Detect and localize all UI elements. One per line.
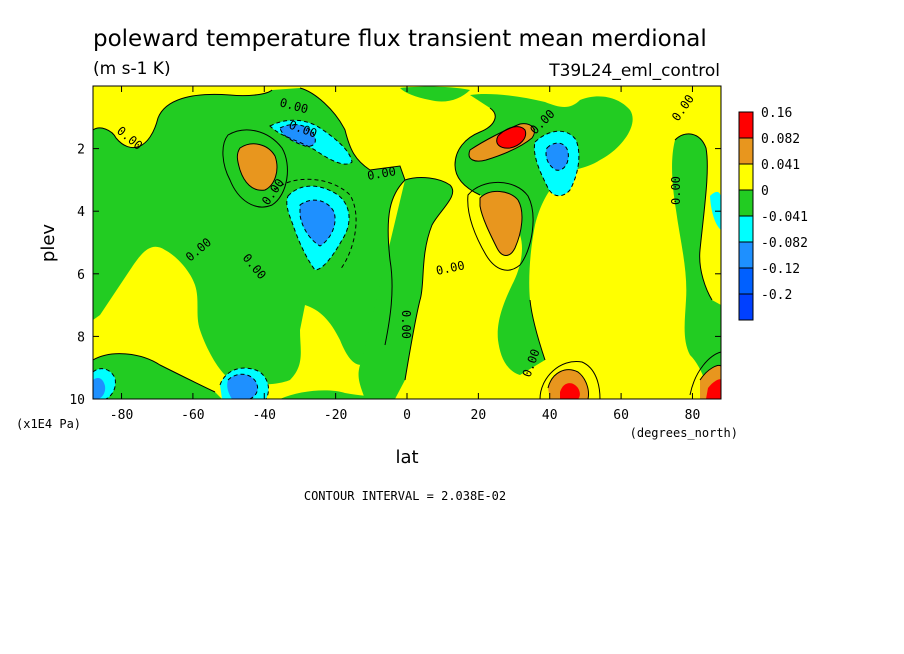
y-tick-label: 4 (77, 205, 85, 220)
contour-label: 0.00 (669, 176, 683, 205)
colorbar-level-label: 0.16 (761, 106, 792, 121)
fill-orange-west (237, 143, 277, 191)
y-tick-label: 6 (77, 268, 85, 283)
colorbar-swatch (738, 163, 754, 191)
y-tick-label: 10 (69, 393, 85, 408)
contour-label: 0.00 (435, 258, 466, 278)
colorbar-swatch (738, 111, 754, 139)
fill-blue-east (546, 143, 569, 171)
colorbar-level-label: -0.12 (761, 262, 800, 277)
fill-blue-nw (280, 124, 316, 147)
colorbar-swatch (738, 241, 754, 269)
contour-label: 0.00 (366, 164, 397, 183)
x-tick-label: 40 (542, 408, 558, 423)
colorbar-legend: 0.16 0.082 0.041 0 -0.041 -0.082 -0.12 -0.2 (738, 106, 808, 321)
fill-green-east (455, 93, 633, 376)
colorbar-level-label: 0.041 (761, 158, 800, 173)
contour-interval: CONTOUR INTERVAL = 2.038E-02 (304, 489, 506, 503)
fill-green-west (93, 88, 405, 385)
colorbar-swatch (738, 293, 754, 321)
fill-orange-east-mid (480, 191, 522, 256)
x-axis-label: lat (395, 447, 418, 468)
contour-fill-layer (93, 86, 721, 399)
chart-title: poleward temperature flux transient mean… (93, 26, 707, 52)
y-axis-label: plev (38, 224, 59, 263)
fill-green-sw (93, 353, 222, 399)
contour-label: 0.00 (399, 310, 413, 339)
fill-red-east-high (496, 126, 526, 149)
fill-red-bottom-edge (706, 379, 721, 399)
fill-green-bottom (280, 390, 385, 399)
x-tick-label: -80 (110, 408, 133, 423)
colorbar-level-label: -0.082 (761, 236, 808, 251)
colorbar-level-label: 0.082 (761, 132, 800, 147)
colorbar-swatch (738, 267, 754, 295)
experiment-label: T39L24_eml_control (548, 61, 720, 81)
x-tick-label: -40 (253, 408, 276, 423)
contour-lines (93, 87, 721, 399)
colorbar-level-label: 0 (761, 184, 769, 199)
x-tick-label: 20 (471, 408, 487, 423)
contour-lines-negative (93, 119, 580, 399)
x-axis-units: (degrees_north) (630, 426, 738, 440)
x-tick-label: 80 (685, 408, 701, 423)
colorbar-swatch (738, 215, 754, 243)
colorbar-level-label: -0.2 (761, 288, 792, 303)
chart-units: (m s-1 K) (93, 59, 171, 79)
y-tick-label: 2 (77, 143, 85, 158)
colorbar-swatch (738, 137, 754, 165)
x-tick-label: 0 (403, 408, 411, 423)
y-tick-label: 8 (77, 330, 85, 345)
x-tick-label: -20 (324, 408, 347, 423)
fill-red-bottom-east (560, 383, 580, 399)
x-tick-label: -60 (181, 408, 204, 423)
x-axis: -80 -60 -40 -20 0 20 40 60 80 (110, 86, 700, 423)
y-axis: 2 4 6 8 10 (69, 143, 721, 408)
fill-blue-west-low (300, 200, 336, 246)
x-tick-label: 60 (613, 408, 629, 423)
colorbar-level-label: -0.041 (761, 210, 808, 225)
fill-blue-sw-edge (93, 378, 106, 399)
fill-green-top-center (400, 86, 470, 102)
fill-green-far-east (672, 133, 721, 399)
fill-blue-sw-low (227, 374, 258, 399)
y-axis-units: (x1E4 Pa) (16, 417, 81, 431)
colorbar-swatch (738, 189, 754, 217)
